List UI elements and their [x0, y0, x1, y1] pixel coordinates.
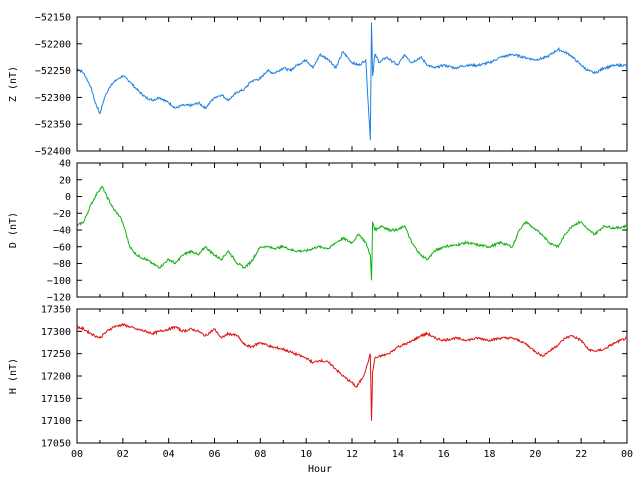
y-tick-label-d: −60 — [53, 242, 71, 253]
y-tick-label-z: −52300 — [35, 93, 71, 104]
y-tick-label-d: 0 — [65, 192, 71, 203]
panel-h-frame — [76, 308, 628, 444]
y-tick-label-z: −52250 — [35, 66, 71, 77]
x-tick-label: 18 — [483, 449, 495, 460]
x-tick-label: 00 — [621, 449, 633, 460]
x-tick-label: 14 — [392, 449, 404, 460]
y-axis-label-d: D (nT) — [8, 212, 19, 248]
panel-h: 17350 17300 17250 17200 17150 17100 17050 H (nT… — [8, 305, 628, 450]
x-tick-label: 02 — [117, 449, 129, 460]
y-tick-label-z: −52200 — [35, 39, 71, 50]
y-tick-label-h: 17250 — [41, 349, 71, 360]
y-tick-label-d: 20 — [59, 175, 71, 186]
x-axis: Hour 00 02 04 06 08 10 12 14 16 18 20 22 00 — [71, 449, 633, 475]
x-tick-label: 20 — [529, 449, 541, 460]
y-tick-label-d: 40 — [59, 159, 71, 170]
y-tick-label-d: −100 — [47, 276, 71, 287]
x-tick-label: 04 — [163, 449, 175, 460]
y-tick-label-h: 17100 — [41, 416, 71, 427]
y-tick-label-d: −40 — [53, 226, 71, 237]
y-tick-label-h: 17150 — [41, 394, 71, 405]
y-tick-label-d: −80 — [53, 259, 71, 270]
x-tick-label: 06 — [208, 449, 220, 460]
x-tick-label: 12 — [346, 449, 358, 460]
y-tick-label-z: −52400 — [35, 147, 71, 158]
panel-z: −52150 −52200 −52250 −52300 −52350 −52400 Z (n… — [8, 13, 628, 158]
y-axis-label-h: H (nT) — [8, 358, 19, 394]
y-tick-label-h: 17050 — [41, 439, 71, 450]
panel-z-frame — [76, 16, 628, 152]
y-tick-label-z: −52150 — [35, 13, 71, 24]
panel-d-frame — [76, 162, 628, 298]
y-tick-label-h: 17350 — [41, 305, 71, 316]
x-tick-label: 16 — [438, 449, 450, 460]
series-line-z — [76, 22, 628, 141]
series-line-h — [76, 322, 628, 421]
x-axis-label: Hour — [308, 464, 332, 475]
y-tick-label-h: 17200 — [41, 372, 71, 383]
y-tick-label-z: −52350 — [35, 120, 71, 131]
panel-d: 40 20 0 −20 −40 −60 −80 −100 −120 D (nT) — [8, 159, 628, 304]
y-tick-label-h: 17300 — [41, 327, 71, 338]
x-tick-label: 10 — [300, 449, 312, 460]
y-tick-label-d: −20 — [53, 209, 71, 220]
y-tick-label-d: −120 — [47, 293, 71, 304]
y-axis-label-z: Z (nT) — [8, 66, 19, 102]
x-tick-label: 00 — [71, 449, 83, 460]
series-line-d — [76, 185, 628, 281]
x-tick-label: 08 — [254, 449, 266, 460]
x-tick-label: 22 — [575, 449, 587, 460]
